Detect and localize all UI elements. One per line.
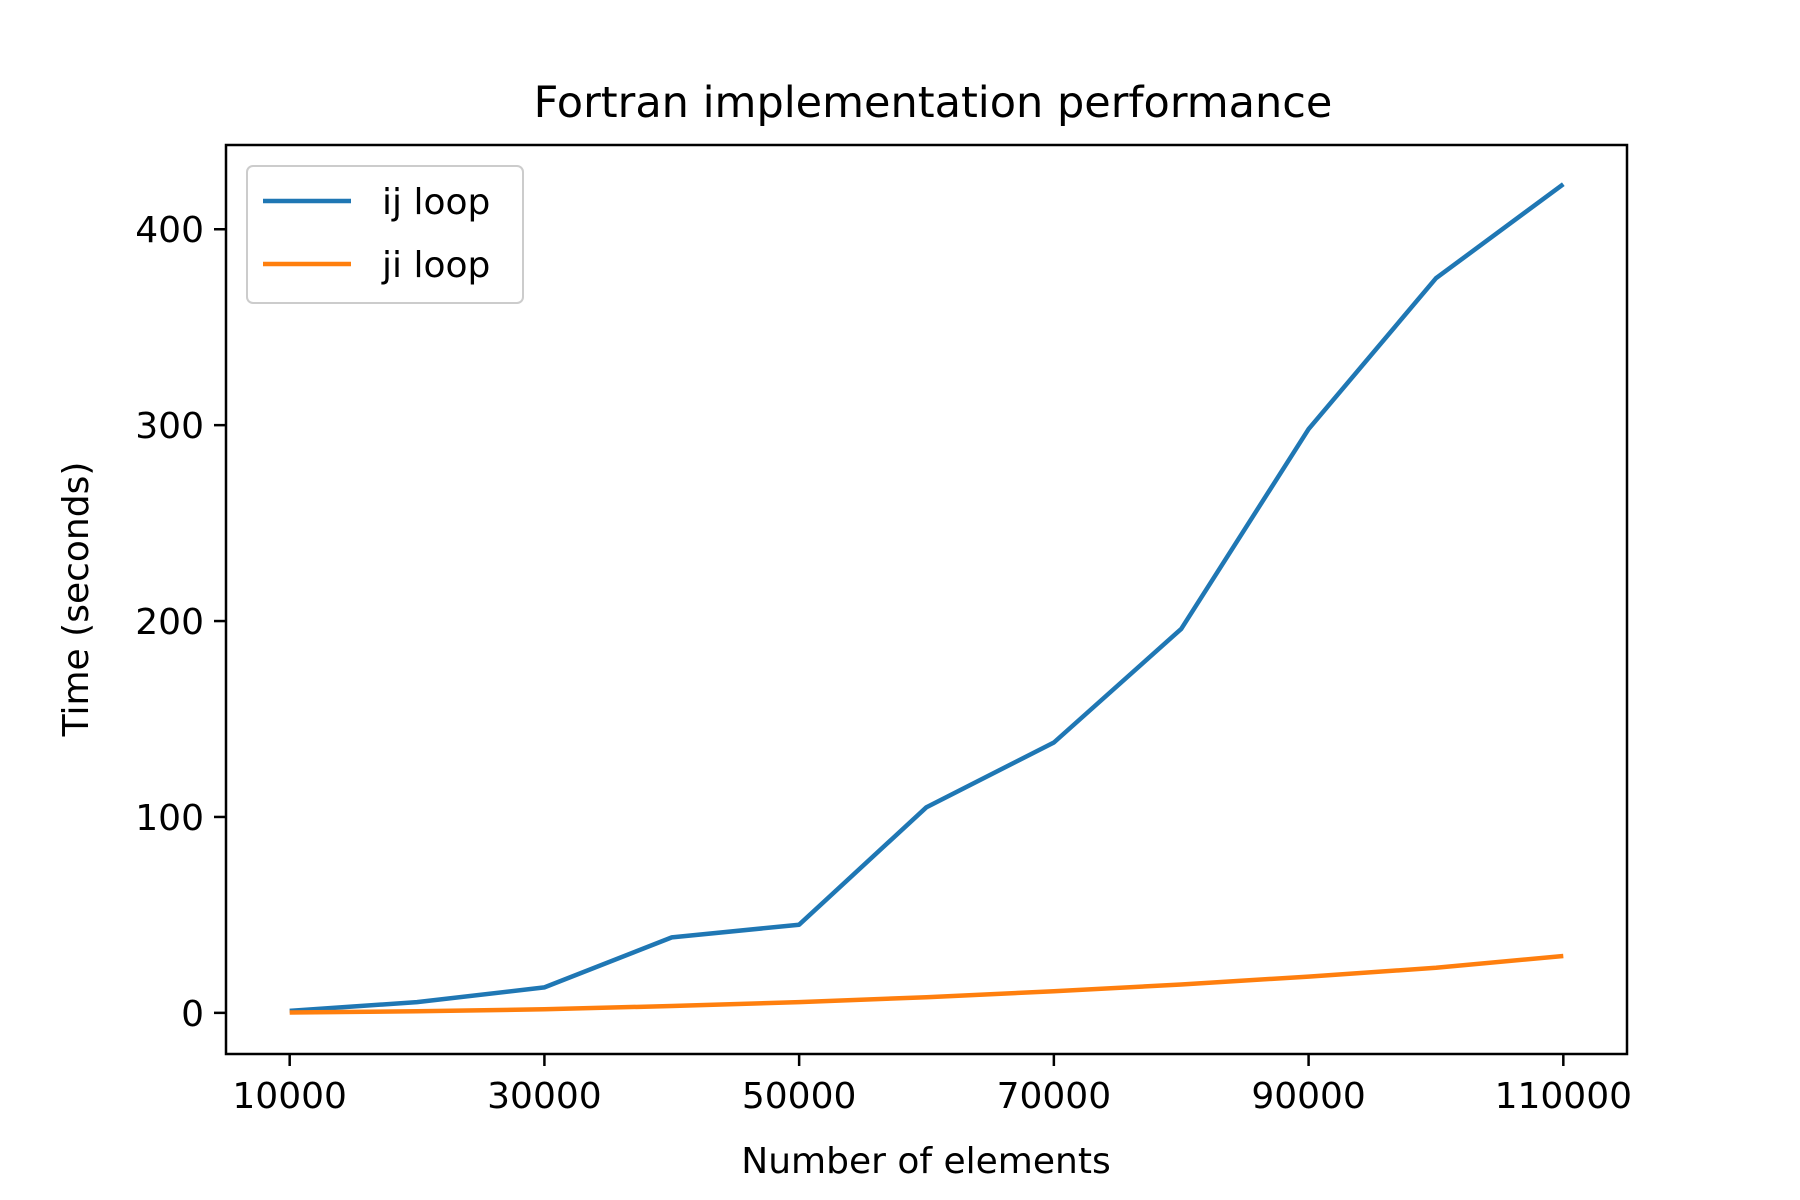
y-tick-label: 200 [135,602,204,643]
x-tick-label: 30000 [487,1076,602,1117]
x-tick-label: 70000 [997,1076,1112,1117]
legend-label-ji-loop: ji loop [381,245,490,286]
y-tick-label: 300 [135,406,204,447]
y-tick-label: 400 [135,210,204,251]
x-tick-label: 90000 [1251,1076,1366,1117]
legend: ij loop ji loop [246,165,524,304]
legend-label-ij-loop: ij loop [382,182,490,223]
plot-area-frame [224,143,1629,1056]
x-tick-label: 110000 [1495,1076,1632,1117]
x-axis: 10000 30000 50000 70000 90000 110000 [232,1054,1632,1117]
x-tick-label: 50000 [742,1076,857,1117]
series-layer [289,182,1565,1015]
y-axis-label: Time (seconds) [56,462,97,738]
y-tick-label: 0 [181,994,204,1035]
y-axis: 0 100 200 300 400 [135,210,226,1035]
series-line-ji-loop [289,953,1564,1015]
series-line-ij-loop [289,182,1565,1014]
chart-title: Fortran implementation performance [534,78,1333,128]
x-axis-label: Number of elements [741,1141,1110,1182]
y-tick-label: 100 [135,798,204,839]
x-tick-label: 10000 [232,1076,347,1117]
